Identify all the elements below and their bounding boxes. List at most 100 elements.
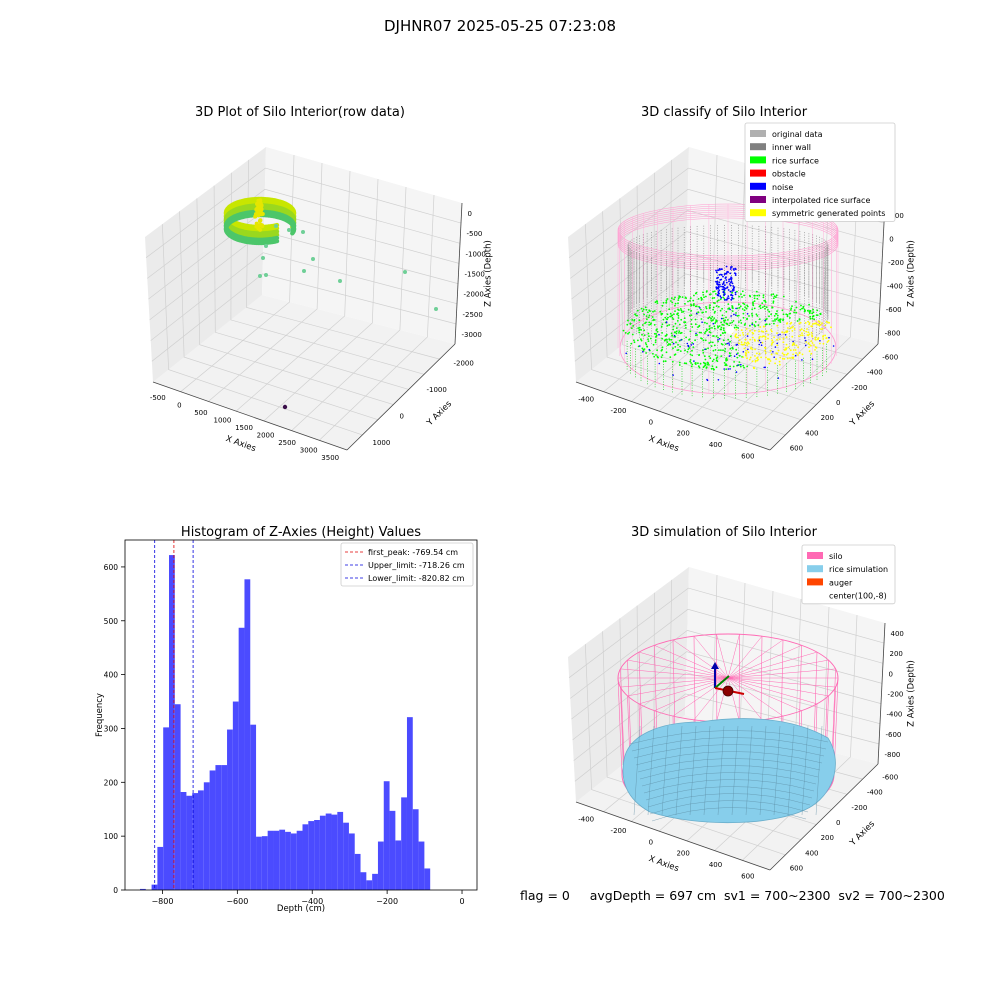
classify-rice-point <box>720 349 722 351</box>
classify-rice-point <box>725 316 727 319</box>
classify-rice-point <box>670 338 673 341</box>
classify-rice-point <box>742 356 745 358</box>
classify-rice-point <box>775 318 778 321</box>
classify-noise-point <box>720 278 723 281</box>
classify-legend-swatch <box>750 130 766 137</box>
classify-rice-point <box>735 328 738 331</box>
classify-rice-point <box>755 290 758 293</box>
classify-noise-point <box>730 294 732 296</box>
classify-rice-point <box>739 365 742 368</box>
classify-rice-point <box>678 323 681 326</box>
classify-noise-point <box>715 286 718 289</box>
classify-rice-point <box>738 354 741 357</box>
classify-rice-point <box>732 365 735 368</box>
raw-ring-point <box>258 198 263 203</box>
classify-noise-point <box>731 294 734 297</box>
hist-bar <box>232 701 239 890</box>
classify-noise-point <box>728 342 730 344</box>
classify-noise-point <box>717 286 719 289</box>
classify-rice-point <box>634 313 636 316</box>
classify-rice-point <box>715 319 717 321</box>
classify-rice-point <box>661 354 664 356</box>
classify-rice-point <box>791 335 794 338</box>
classify-y-tick-label: -400 <box>867 369 883 377</box>
classify-rice-point <box>704 358 707 361</box>
classify-rice-point <box>812 308 814 311</box>
hist-legend <box>340 542 474 587</box>
classify-rice-point <box>646 318 648 321</box>
classify-rice-point <box>691 349 693 352</box>
hist-bar <box>296 830 303 890</box>
classify-rice-point <box>754 359 757 362</box>
classify-rice-point <box>731 291 734 294</box>
figure-suptitle: DJHNR07 2025-05-25 07:23:08 <box>383 17 617 35</box>
classify-rice-point <box>747 351 750 354</box>
hist-bar <box>203 782 210 890</box>
classify-rice-point <box>806 328 808 330</box>
classify-rice-point <box>745 328 748 330</box>
classify-rice-point <box>656 300 659 303</box>
classify-rice-point <box>819 328 822 330</box>
hist-x-tick-label: −400 <box>301 897 323 906</box>
simulation-silo-wire <box>672 639 676 736</box>
classify-rice-point <box>767 309 769 311</box>
classify-rice-point <box>789 317 791 319</box>
classify-rice-point <box>637 339 639 342</box>
classify-rice-point <box>724 348 727 350</box>
hist-bar <box>256 836 262 890</box>
classify-rice-point <box>630 342 633 345</box>
classify-rice-point <box>729 347 732 350</box>
classify-rice-point <box>806 309 809 312</box>
classify-rice-point <box>666 338 668 341</box>
classify-rice-point <box>772 302 775 304</box>
classify-rice-point <box>674 302 677 305</box>
simulation-rice-mesh <box>773 725 781 816</box>
classify-rice-point <box>762 294 765 297</box>
classify-rice-point <box>762 330 765 333</box>
classify-rice-point <box>678 330 681 333</box>
classify-rice-point <box>715 305 718 307</box>
classify-noise-point <box>832 345 835 347</box>
classify-rice-point <box>768 358 771 361</box>
hist-bar <box>163 727 169 890</box>
classify-noise-point <box>723 284 726 287</box>
classify-rice-point <box>679 308 682 310</box>
classify-x-axis-line <box>575 381 771 451</box>
classify-rice-point <box>679 345 681 348</box>
classify-rice-point <box>779 320 781 322</box>
classify-rice-point <box>793 309 796 311</box>
classify-rice-point <box>732 347 734 350</box>
classify-rice-point <box>749 338 752 341</box>
classify-rice-point <box>726 359 729 361</box>
classify-rice-point <box>764 323 767 326</box>
classify-rice-point <box>740 322 743 324</box>
classify-noise-point <box>730 315 732 317</box>
hist-bar <box>250 724 257 890</box>
classify-rice-point <box>782 319 784 322</box>
classify-noise-point <box>648 348 651 351</box>
classify-x-tick-label: 600 <box>741 452 754 460</box>
classify-z-tick-label: 0 <box>889 235 893 243</box>
classify-rice-point <box>674 310 676 312</box>
classify-rice-point <box>799 352 801 354</box>
simulation-rice-mesh <box>649 800 809 815</box>
simulation-auger <box>722 685 734 697</box>
classify-rice-point <box>811 342 814 344</box>
raw-ring-point <box>257 223 262 228</box>
simulation-silo-wire <box>620 677 729 688</box>
classify-noise-point <box>720 296 723 299</box>
classify-rice-point <box>630 327 633 330</box>
classify-rice-point <box>697 326 699 328</box>
classify-rice-point <box>737 336 739 339</box>
hist-bar <box>186 795 193 890</box>
classify-noise-point <box>695 332 697 335</box>
classify-rice-point <box>711 297 714 300</box>
raw-x-tick-label: -500 <box>150 394 166 402</box>
classify-noise-point <box>715 269 717 272</box>
classify-rice-point <box>751 360 754 363</box>
classify-rice-point <box>674 322 677 325</box>
classify-rice-point <box>799 308 802 311</box>
classify-rice-point <box>709 304 711 307</box>
classify-rice-point <box>753 294 756 297</box>
classify-noise-point <box>764 319 766 322</box>
